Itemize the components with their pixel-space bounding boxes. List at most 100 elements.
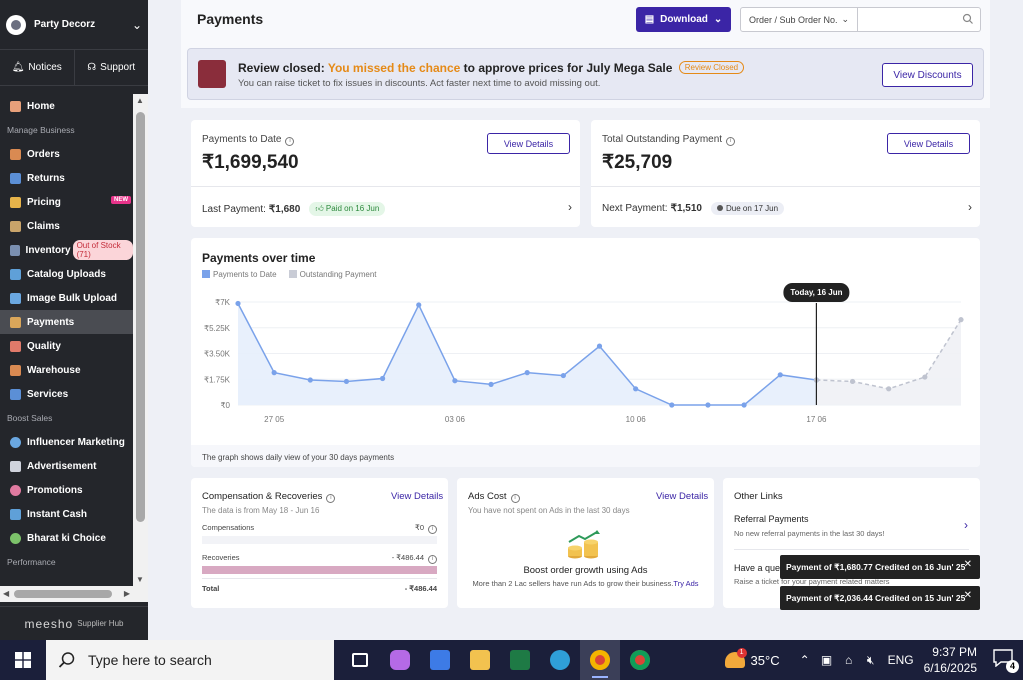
sidebar-item-instant-cash[interactable]: Instant Cash bbox=[0, 502, 133, 526]
network-icon[interactable]: ⌂ bbox=[844, 653, 853, 667]
total-label: Total bbox=[202, 584, 220, 593]
series-area bbox=[816, 319, 961, 405]
account-switcher[interactable]: Party Decorz ⌄ bbox=[0, 0, 148, 50]
scrollbar-thumb[interactable] bbox=[14, 590, 112, 598]
support-link[interactable]: ☊ Support bbox=[73, 50, 149, 85]
view-details-link[interactable]: View Details bbox=[391, 491, 444, 502]
edge-icon[interactable] bbox=[540, 640, 580, 680]
recoveries-amount: - ₹486.44 bbox=[391, 553, 424, 562]
sidebar-item-promotions[interactable]: Promotions bbox=[0, 478, 133, 502]
info-icon[interactable]: i bbox=[510, 494, 520, 503]
ads-cost-card: Ads Cost i View Details You have not spen… bbox=[457, 478, 714, 608]
chrome-profile-icon[interactable] bbox=[620, 640, 660, 680]
info-icon[interactable]: i bbox=[326, 494, 336, 503]
scrollbar-thumb[interactable] bbox=[136, 112, 145, 522]
chevron-down-icon: ⌄ bbox=[713, 14, 723, 25]
meet-now-icon[interactable]: ▣ bbox=[820, 653, 833, 667]
main-content: Payments ▤ Download ⌄ Order / Sub Order … bbox=[148, 0, 1023, 640]
clock-date: 6/16/2025 bbox=[923, 661, 977, 675]
sidebar-item-catalog-uploads[interactable]: Catalog Uploads bbox=[0, 262, 133, 286]
chevron-right-icon[interactable]: › bbox=[964, 518, 968, 532]
x-tick-label: 10 06 bbox=[626, 415, 647, 424]
chevron-down-icon: ⌄ bbox=[841, 14, 849, 24]
banner-subtitle: You can raise ticket to fix issues in di… bbox=[238, 78, 601, 89]
language-indicator[interactable]: ENG bbox=[887, 653, 914, 667]
sidebar-item-home[interactable]: Home bbox=[0, 94, 133, 118]
copilot-icon[interactable] bbox=[380, 640, 420, 680]
info-icon[interactable]: i bbox=[285, 137, 295, 146]
notification-center-icon[interactable]: 4 bbox=[993, 649, 1019, 673]
sidebar-item-inventory[interactable]: Inventory Out of Stock (71) bbox=[0, 238, 133, 262]
sidebar-item-services[interactable]: Services bbox=[0, 382, 133, 406]
info-icon[interactable]: i bbox=[428, 525, 437, 534]
try-ads-link[interactable]: Try Ads bbox=[673, 579, 699, 588]
data-point bbox=[560, 372, 566, 379]
notices-link[interactable]: 🔔︎ Notices bbox=[0, 50, 74, 85]
payments-to-date-amount: ₹1,699,540 bbox=[202, 152, 299, 173]
sidebar-item-pricing[interactable]: Pricing NEW bbox=[0, 190, 133, 214]
info-icon[interactable]: i bbox=[726, 137, 736, 146]
store-icon[interactable] bbox=[420, 640, 460, 680]
sidebar-item-quality[interactable]: Quality bbox=[0, 334, 133, 358]
paid-status-text: Paid on 16 Jun bbox=[325, 204, 380, 213]
chart-note: The graph shows daily view of your 30 da… bbox=[202, 453, 395, 462]
x-tick-label: 17 06 bbox=[806, 415, 827, 424]
sidebar-nav-list: Home Manage Business Orders Returns Pric… bbox=[0, 94, 133, 574]
sidebar-item-label: Payments bbox=[27, 316, 75, 328]
compensation-recoveries-card: Compensation & Recoveries i View Details … bbox=[191, 478, 448, 608]
coins-growth-icon bbox=[568, 530, 600, 559]
card-label: Total Outstanding Payment i bbox=[602, 134, 736, 146]
view-discounts-button[interactable]: View Discounts bbox=[882, 63, 973, 87]
sidebar-item-image-bulk-upload[interactable]: Image Bulk Upload bbox=[0, 286, 133, 310]
sidebar-item-advertisement[interactable]: Advertisement bbox=[0, 454, 133, 478]
sidebar-item-returns[interactable]: Returns bbox=[0, 166, 133, 190]
close-icon[interactable]: ✕ bbox=[963, 559, 972, 570]
y-tick-label: ₹1.75K bbox=[204, 375, 231, 384]
search-icon[interactable] bbox=[962, 13, 974, 25]
sidebar-item-influencer-marketing[interactable]: Influencer Marketing bbox=[0, 430, 133, 454]
sidebar-item-bharat-ki-choice[interactable]: Bharat ki Choice bbox=[0, 526, 133, 550]
weather-widget[interactable]: 1 35°C bbox=[724, 648, 780, 668]
volume-muted-icon[interactable]: 🔇︎ bbox=[866, 652, 875, 667]
scroll-down-arrow-icon[interactable]: ▼ bbox=[136, 575, 144, 584]
order-search-input[interactable] bbox=[858, 7, 981, 32]
data-point bbox=[416, 302, 422, 308]
scroll-left-arrow-icon[interactable]: ◀ bbox=[3, 589, 10, 598]
temperature: 35°C bbox=[750, 652, 780, 668]
excel-icon[interactable] bbox=[500, 640, 540, 680]
taskbar-search[interactable]: Type here to search bbox=[46, 640, 334, 680]
clock[interactable]: 9:37 PM 6/16/2025 bbox=[924, 644, 977, 676]
sidebar-vertical-scrollbar[interactable]: ▲ ▼ bbox=[133, 94, 148, 586]
view-details-link[interactable]: View Details bbox=[656, 491, 709, 502]
start-button[interactable] bbox=[0, 640, 46, 680]
payments-chart[interactable]: ₹7K ₹5.25K ₹3.50K ₹1.75K ₹0 27 05 03 06 10 06 17… bbox=[191, 238, 980, 445]
quality-icon bbox=[10, 340, 21, 352]
chevron-right-icon[interactable]: › bbox=[568, 200, 572, 214]
sidebar-item-warehouse[interactable]: Warehouse bbox=[0, 358, 133, 382]
scroll-right-arrow-icon[interactable]: ▶ bbox=[123, 589, 130, 598]
file-explorer-icon[interactable] bbox=[460, 640, 500, 680]
view-details-button[interactable]: View Details bbox=[487, 133, 570, 154]
query-title: Have a query bbox=[734, 563, 788, 573]
view-details-button[interactable]: View Details bbox=[887, 133, 970, 154]
data-point bbox=[452, 378, 458, 384]
store-lock-icon bbox=[198, 60, 226, 88]
chevron-up-icon[interactable]: ⌃ bbox=[799, 653, 810, 667]
sidebar-item-payments[interactable]: Payments bbox=[0, 310, 133, 334]
sidebar-item-claims[interactable]: Claims bbox=[0, 214, 133, 238]
scroll-up-arrow-icon[interactable]: ▲ bbox=[136, 96, 144, 105]
page-header: Payments ▤ Download ⌄ Order / Sub Order … bbox=[181, 0, 990, 108]
sidebar-horizontal-scrollbar[interactable]: ◀ ▶ bbox=[0, 586, 148, 602]
data-point bbox=[922, 374, 928, 380]
download-button[interactable]: ▤ Download ⌄ bbox=[636, 7, 731, 32]
sidebar-item-label: Returns bbox=[27, 172, 65, 184]
order-type-select[interactable]: Order / Sub Order No. ⌄ bbox=[740, 7, 858, 32]
info-icon[interactable]: i bbox=[428, 555, 437, 564]
close-icon[interactable]: ✕ bbox=[963, 590, 972, 601]
data-point bbox=[886, 386, 892, 392]
chevron-right-icon[interactable]: › bbox=[968, 200, 972, 214]
sidebar-item-orders[interactable]: Orders bbox=[0, 142, 133, 166]
task-view-icon[interactable] bbox=[340, 640, 380, 680]
chrome-icon[interactable] bbox=[580, 640, 620, 680]
last-payment-row: Last Payment: ₹1,680 👍︎ Paid on 16 Jun bbox=[202, 202, 386, 216]
